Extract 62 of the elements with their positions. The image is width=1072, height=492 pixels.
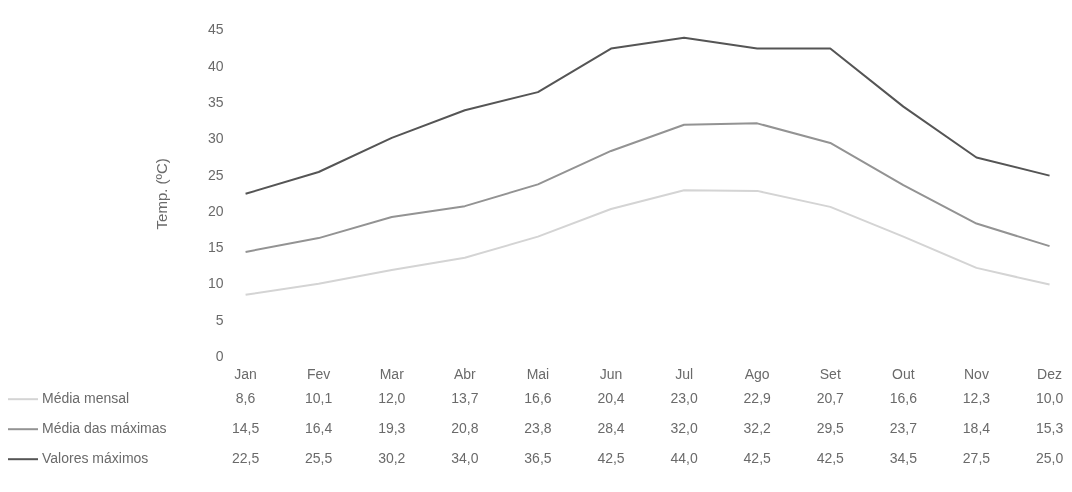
y-tick-label: 15 xyxy=(207,239,224,256)
data-label: 22,5 xyxy=(231,450,260,467)
y-tick-label: 45 xyxy=(207,21,224,38)
data-label: 42,5 xyxy=(816,450,845,467)
data-label: 42,5 xyxy=(597,450,625,467)
x-tick-label: Jun xyxy=(599,366,623,383)
data-label: 20,8 xyxy=(451,420,479,437)
x-tick-label: Fev xyxy=(306,366,331,383)
data-label: 10,1 xyxy=(305,390,333,407)
y-tick-label: 0 xyxy=(215,348,224,365)
data-label: 13,7 xyxy=(451,390,479,407)
y-tick-label: 20 xyxy=(207,202,224,219)
data-label: 42,5 xyxy=(743,450,772,467)
data-label: 14,5 xyxy=(231,420,260,437)
y-tick-label: 40 xyxy=(207,57,224,74)
legend-label: Média mensal xyxy=(42,390,130,407)
y-tick-label: 30 xyxy=(207,130,224,147)
data-label: 29,5 xyxy=(816,420,845,437)
x-tick-label: Abr xyxy=(453,366,477,383)
data-label: 18,4 xyxy=(962,420,991,437)
data-label: 19,3 xyxy=(378,420,406,437)
data-label: 23,7 xyxy=(889,420,918,437)
data-label: 27,5 xyxy=(962,450,991,467)
data-label: 44,0 xyxy=(670,450,698,467)
data-label: 16,4 xyxy=(305,420,333,437)
data-label: 30,2 xyxy=(378,450,406,467)
data-label: 34,0 xyxy=(451,450,479,467)
data-label: 22,9 xyxy=(743,390,772,407)
data-label: 16,6 xyxy=(524,390,552,407)
x-tick-label: Dez xyxy=(1037,366,1062,383)
data-label: 32,0 xyxy=(670,420,698,437)
data-label: 16,6 xyxy=(889,390,918,407)
y-tick-label: 10 xyxy=(207,275,224,292)
x-tick-label: Nov xyxy=(964,366,989,383)
y-tick-label: 5 xyxy=(215,311,224,328)
data-label: 36,5 xyxy=(524,450,552,467)
y-tick-label: 35 xyxy=(207,93,224,110)
data-label: 12,3 xyxy=(962,390,991,407)
data-label: 23,8 xyxy=(524,420,552,437)
x-tick-label: Mar xyxy=(379,366,405,383)
x-tick-label: Out xyxy=(892,366,915,383)
data-label: 8,6 xyxy=(235,390,256,407)
data-label: 20,7 xyxy=(816,390,845,407)
legend-label: Valores máximos xyxy=(42,450,149,467)
data-label: 15,3 xyxy=(1035,420,1064,437)
x-tick-label: Jan xyxy=(234,366,257,383)
data-label: 34,5 xyxy=(889,450,918,467)
y-tick-label: 25 xyxy=(207,166,224,183)
data-label: 20,4 xyxy=(597,390,625,407)
data-label: 23,0 xyxy=(670,390,698,407)
data-label: 32,2 xyxy=(743,420,772,437)
data-label: 28,4 xyxy=(597,420,625,437)
data-label: 12,0 xyxy=(378,390,406,407)
x-tick-label: Ago xyxy=(744,366,770,383)
x-tick-label: Set xyxy=(819,366,841,383)
y-axis-title: Temp. (ºC) xyxy=(153,158,171,230)
x-tick-label: Jul xyxy=(675,366,694,383)
data-label: 10,0 xyxy=(1035,390,1064,407)
data-label: 25,0 xyxy=(1035,450,1064,467)
legend-label: Média das máximas xyxy=(42,420,167,437)
x-tick-label: Mai xyxy=(526,366,550,383)
data-label: 25,5 xyxy=(305,450,333,467)
